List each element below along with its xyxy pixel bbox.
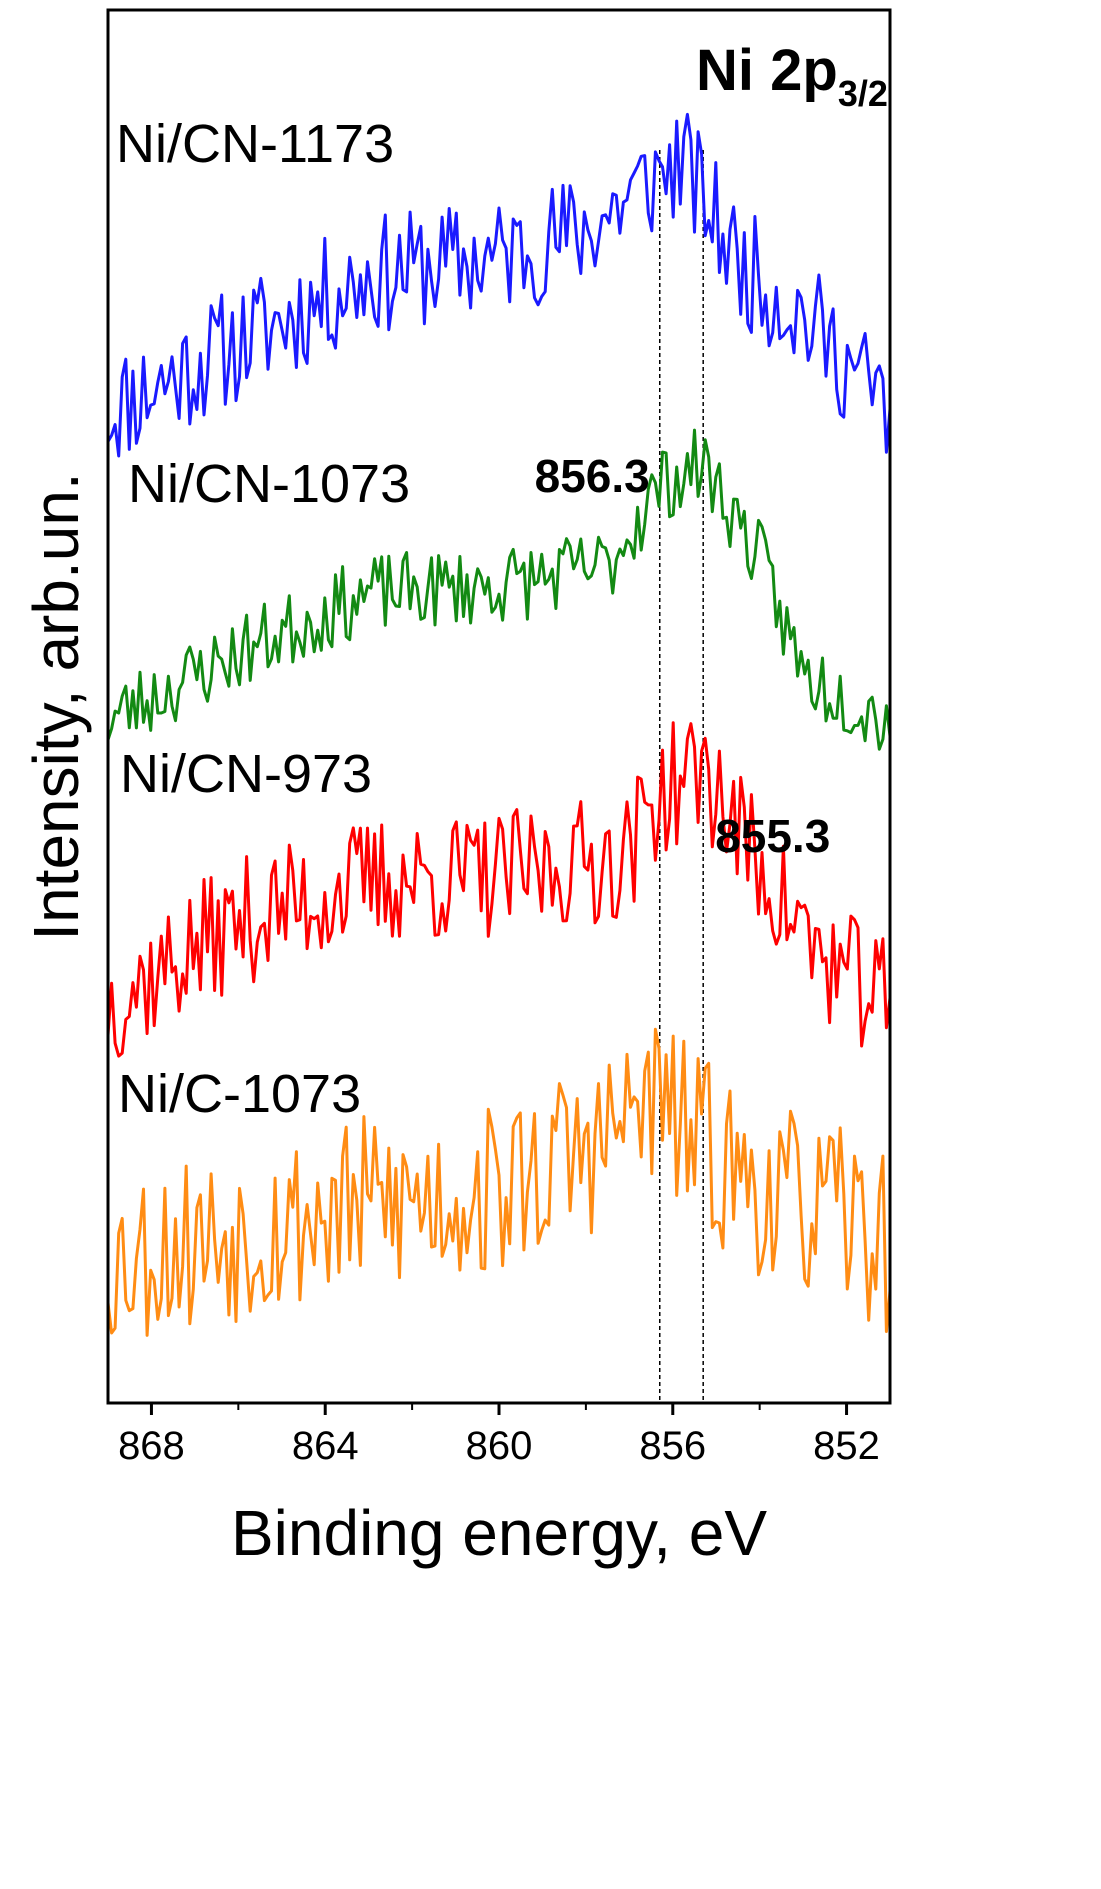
series-label-ni-cn-973: Ni/CN-973 bbox=[120, 744, 372, 804]
x-axis-ticks: 868 864 860 856 852 bbox=[118, 1403, 880, 1468]
series-line-ni-cn-1073 bbox=[106, 428, 892, 751]
series-line-ni-cn-1173 bbox=[106, 112, 892, 458]
x-tick-label-864: 864 bbox=[292, 1424, 359, 1468]
annotation-856-3: 856.3 bbox=[535, 450, 650, 502]
series-group bbox=[106, 112, 892, 1337]
series-label-ni-cn-1073: Ni/CN-1073 bbox=[128, 454, 410, 514]
x-tick-label-860: 860 bbox=[466, 1424, 533, 1468]
x-tick-label-868: 868 bbox=[118, 1424, 185, 1468]
y-axis-title: Intensity, arb.un. bbox=[20, 472, 92, 940]
series-label-ni-c-1073: Ni/C-1073 bbox=[118, 1064, 361, 1124]
annotation-855-3: 855.3 bbox=[715, 810, 830, 862]
chart-title: Ni 2p3/2 bbox=[696, 38, 888, 114]
series-line-ni-c-1073 bbox=[106, 1027, 892, 1337]
chart-title-main: Ni 2p bbox=[696, 38, 838, 103]
chart-title-subscript: 3/2 bbox=[838, 73, 888, 114]
x-tick-label-852: 852 bbox=[813, 1424, 880, 1468]
x-axis-title: Binding energy, eV bbox=[231, 1497, 767, 1569]
x-tick-label-856: 856 bbox=[639, 1424, 706, 1468]
series-line-ni-cn-973 bbox=[106, 721, 892, 1058]
series-label-ni-cn-1173: Ni/CN-1173 bbox=[116, 114, 394, 174]
